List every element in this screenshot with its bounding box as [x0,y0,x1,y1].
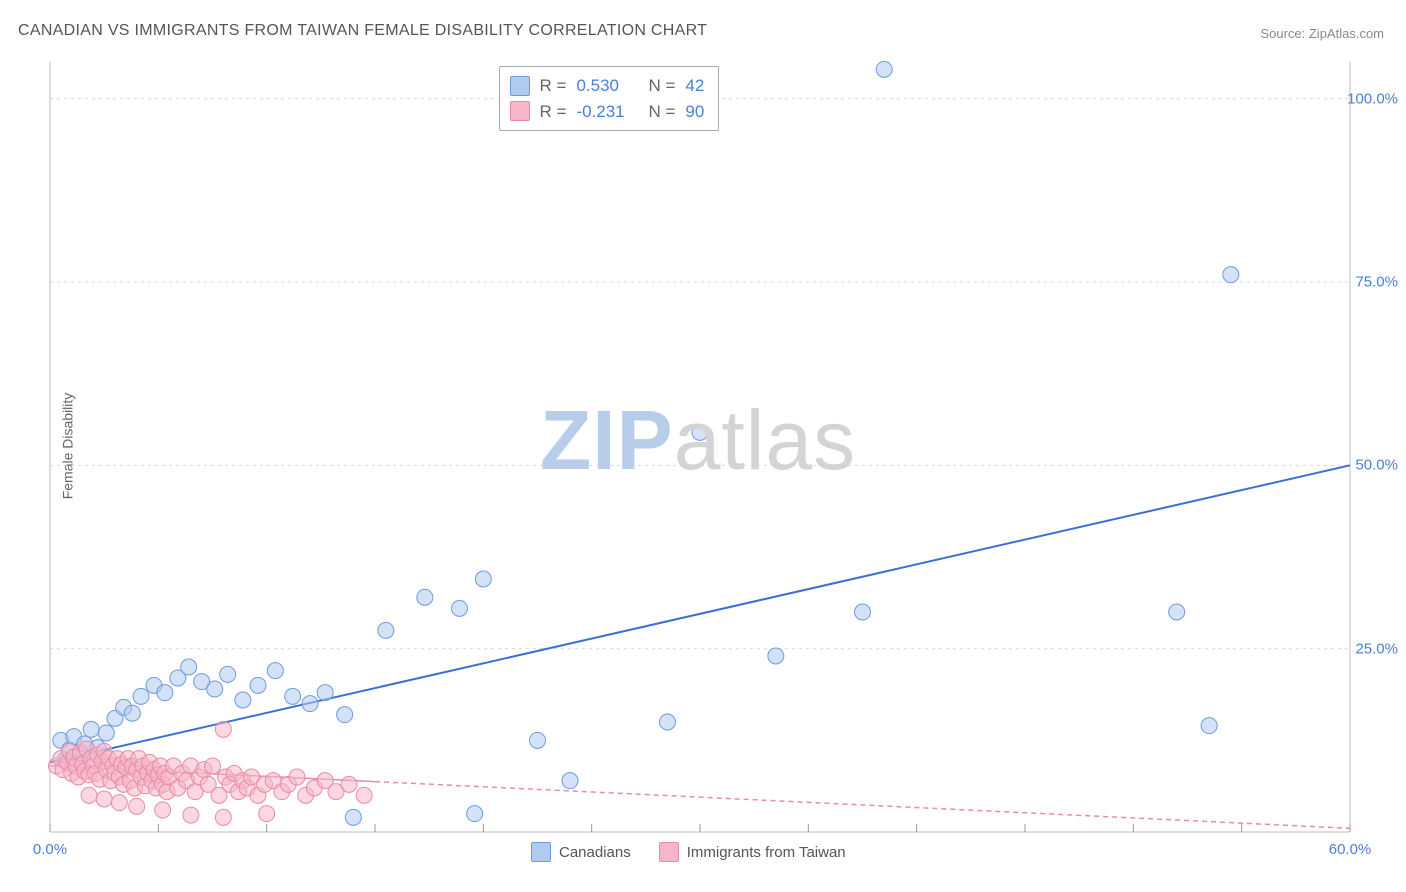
stat-legend-row: R = 0.530 N = 42 [510,73,705,99]
x-tick: 0.0% [33,841,67,858]
series-label: Immigrants from Taiwan [687,844,846,861]
legend-swatch [510,101,530,121]
scatter-svg [50,62,1350,832]
x-tick: 60.0% [1329,841,1372,858]
y-tick: 25.0% [1355,640,1398,657]
legend-swatch [510,76,530,96]
series-legend-item: Immigrants from Taiwan [659,842,846,862]
legend-swatch [531,842,551,862]
n-label: N = [648,73,675,99]
stat-legend-row: R = -0.231 N = 90 [510,99,705,125]
r-label: R = [540,99,567,125]
r-value: -0.231 [576,99,638,125]
y-tick: 50.0% [1355,457,1398,474]
n-value: 90 [685,99,704,125]
series-legend: Canadians Immigrants from Taiwan [531,842,846,862]
series-legend-item: Canadians [531,842,631,862]
r-label: R = [540,73,567,99]
chart-title: CANADIAN VS IMMIGRANTS FROM TAIWAN FEMAL… [18,22,707,40]
plot-area: ZIPatlas R =0.530N =42R =-0.231N =90 Can… [50,62,1350,832]
y-tick: 100.0% [1347,90,1398,107]
legend-swatch [659,842,679,862]
y-tick: 75.0% [1355,274,1398,291]
source-attribution: Source: ZipAtlas.com [1260,26,1384,41]
r-value: 0.530 [576,73,638,99]
series-label: Canadians [559,844,631,861]
n-label: N = [648,99,675,125]
n-value: 42 [685,73,704,99]
statistics-legend: R = 0.530 N = 42 R = -0.231 N = 90 [499,66,720,131]
